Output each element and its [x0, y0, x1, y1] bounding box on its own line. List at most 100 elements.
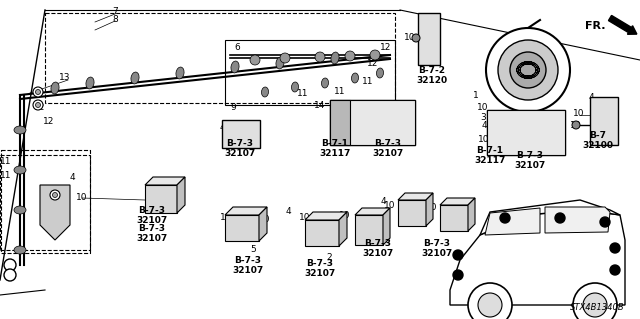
- Text: 32120: 32120: [417, 76, 447, 85]
- Text: 3: 3: [480, 114, 486, 122]
- Text: 6: 6: [234, 42, 240, 51]
- Text: B-7-3: B-7-3: [227, 139, 253, 148]
- Circle shape: [510, 52, 546, 88]
- Circle shape: [610, 243, 620, 253]
- Text: 11: 11: [334, 86, 346, 95]
- Text: 5: 5: [250, 246, 256, 255]
- Text: 32107: 32107: [372, 149, 404, 158]
- Text: 32107: 32107: [136, 216, 168, 225]
- Text: 12: 12: [367, 58, 379, 68]
- Ellipse shape: [14, 246, 26, 254]
- Ellipse shape: [321, 78, 328, 88]
- Text: STX4B1340B: STX4B1340B: [570, 303, 625, 313]
- Circle shape: [468, 283, 512, 319]
- Bar: [398, 200, 426, 226]
- Circle shape: [583, 293, 607, 317]
- Text: B-7-3: B-7-3: [138, 206, 166, 215]
- Circle shape: [572, 121, 580, 129]
- Ellipse shape: [14, 126, 26, 134]
- Text: 4: 4: [481, 121, 487, 130]
- Bar: [355, 215, 383, 245]
- Ellipse shape: [131, 72, 139, 84]
- Text: B-7-3: B-7-3: [365, 239, 392, 248]
- Circle shape: [52, 192, 58, 197]
- Ellipse shape: [262, 87, 269, 97]
- Text: 32107: 32107: [515, 161, 546, 170]
- Circle shape: [610, 265, 620, 275]
- Text: 11: 11: [0, 170, 12, 180]
- Text: 4: 4: [69, 174, 75, 182]
- Polygon shape: [225, 207, 267, 215]
- Bar: [145, 185, 177, 213]
- Text: 32117: 32117: [474, 156, 506, 165]
- Text: B-7-3: B-7-3: [307, 259, 333, 268]
- Bar: [440, 205, 468, 231]
- Text: 32117: 32117: [319, 149, 351, 158]
- Text: 4: 4: [285, 207, 291, 217]
- Bar: [225, 215, 259, 241]
- Circle shape: [280, 53, 290, 63]
- Text: 10: 10: [426, 204, 438, 212]
- Polygon shape: [480, 200, 620, 235]
- Text: 12: 12: [44, 117, 54, 127]
- Polygon shape: [487, 110, 565, 155]
- Polygon shape: [305, 212, 347, 220]
- Circle shape: [573, 283, 617, 319]
- Text: 12: 12: [35, 103, 45, 113]
- Polygon shape: [339, 212, 347, 246]
- Text: 10: 10: [573, 108, 585, 117]
- Ellipse shape: [331, 52, 339, 64]
- Bar: [222, 120, 260, 148]
- Text: 10: 10: [227, 138, 239, 147]
- Text: 11: 11: [362, 78, 374, 86]
- Text: B-7-2: B-7-2: [419, 66, 445, 75]
- Text: 7: 7: [112, 8, 118, 17]
- Circle shape: [315, 52, 325, 62]
- Text: 14: 14: [314, 100, 326, 109]
- Text: 32107: 32107: [305, 269, 335, 278]
- Ellipse shape: [14, 166, 26, 174]
- Text: 32107: 32107: [232, 266, 264, 275]
- Polygon shape: [485, 208, 540, 235]
- Text: 32107: 32107: [136, 234, 168, 243]
- Bar: [305, 220, 339, 246]
- Text: B-7-3: B-7-3: [138, 224, 166, 233]
- Ellipse shape: [176, 67, 184, 79]
- Polygon shape: [177, 177, 185, 213]
- Polygon shape: [40, 185, 70, 240]
- Text: 4: 4: [420, 27, 426, 36]
- Ellipse shape: [351, 73, 358, 83]
- Text: 4: 4: [380, 197, 386, 206]
- Circle shape: [498, 40, 558, 100]
- Text: 32107: 32107: [362, 249, 394, 258]
- Ellipse shape: [291, 82, 298, 92]
- Text: 10: 10: [76, 192, 88, 202]
- Text: 10: 10: [384, 201, 396, 210]
- Bar: [487, 110, 565, 155]
- Text: 8: 8: [112, 16, 118, 25]
- Circle shape: [50, 190, 60, 200]
- Text: B-7-3: B-7-3: [374, 139, 401, 148]
- Polygon shape: [259, 207, 267, 241]
- Circle shape: [412, 34, 420, 42]
- Text: B-7-3: B-7-3: [234, 256, 262, 265]
- Text: 13: 13: [60, 73, 71, 83]
- Text: 32100: 32100: [582, 141, 614, 150]
- Polygon shape: [330, 100, 415, 145]
- Ellipse shape: [14, 206, 26, 214]
- Bar: [330, 100, 415, 145]
- Circle shape: [35, 90, 40, 94]
- Text: B-7-3: B-7-3: [516, 151, 543, 160]
- Polygon shape: [398, 193, 433, 200]
- Bar: [418, 13, 440, 65]
- Text: 4: 4: [391, 122, 397, 131]
- Text: 10: 10: [300, 213, 311, 222]
- Ellipse shape: [86, 77, 94, 89]
- Circle shape: [500, 213, 510, 223]
- Text: 1: 1: [473, 91, 479, 100]
- Circle shape: [4, 269, 16, 281]
- Circle shape: [453, 270, 463, 280]
- Ellipse shape: [276, 57, 284, 69]
- Circle shape: [555, 213, 565, 223]
- Text: B-7: B-7: [589, 131, 607, 140]
